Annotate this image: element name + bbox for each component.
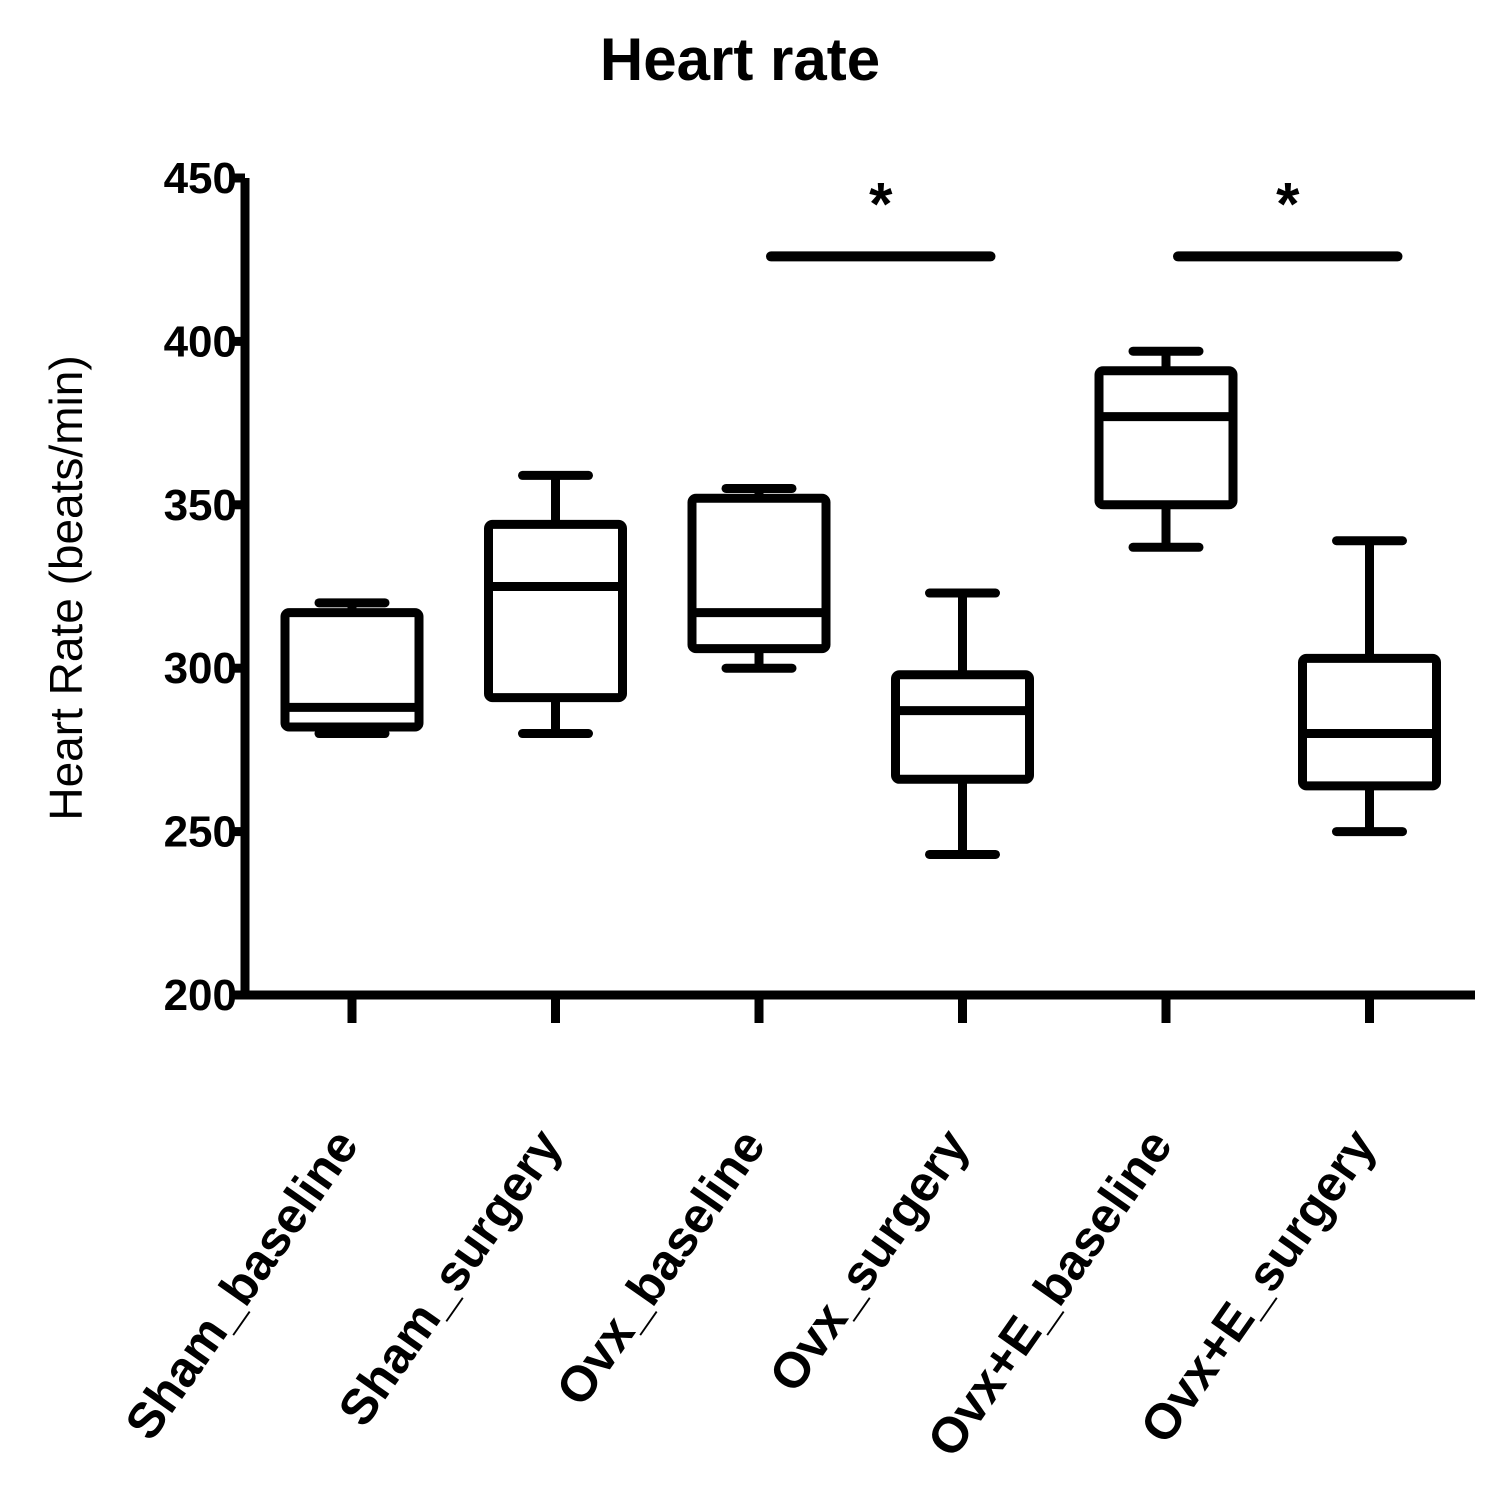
box-ovx-e-baseline [1094, 346, 1238, 552]
y-axis-label: Heart Rate (beats/min) [40, 355, 92, 820]
box-iqr [280, 608, 424, 732]
significance-star: * [1276, 170, 1300, 237]
y-tick-label: 300 [164, 644, 237, 693]
chart-title: Heart rate [600, 26, 880, 93]
significance-annotations: * * [766, 170, 1403, 262]
category-label: Sham_surgery [327, 1119, 572, 1436]
significance-star: * [869, 170, 893, 237]
category-label: Ovx_surgery [758, 1119, 979, 1402]
box-iqr [1094, 366, 1238, 510]
box-sham-baseline [280, 598, 424, 739]
axes [240, 178, 1475, 1000]
x-ticks [347, 995, 1374, 1023]
box-ovx-baseline [687, 483, 831, 673]
y-tick-label: 400 [164, 317, 237, 366]
box-sham-surgery [484, 470, 627, 739]
box-ovx-e-surgery [1298, 536, 1441, 837]
category-labels: Sham_baselineSham_surgeryOvx_baselineOvx… [114, 1119, 1386, 1467]
box-iqr [484, 519, 627, 703]
y-tick-label: 250 [164, 808, 237, 857]
y-tick-label: 200 [164, 971, 237, 1020]
box-iqr [891, 670, 1034, 784]
box-iqr [1298, 653, 1441, 791]
box-series [280, 346, 1441, 859]
y-tick-label: 450 [164, 154, 237, 203]
box-ovx-surgery [891, 588, 1034, 859]
box-iqr [687, 493, 831, 654]
y-ticks: 200 250 300 350 400 450 [164, 154, 245, 1020]
category-label: Ovx_baseline [545, 1119, 776, 1415]
y-tick-label: 350 [164, 481, 237, 530]
